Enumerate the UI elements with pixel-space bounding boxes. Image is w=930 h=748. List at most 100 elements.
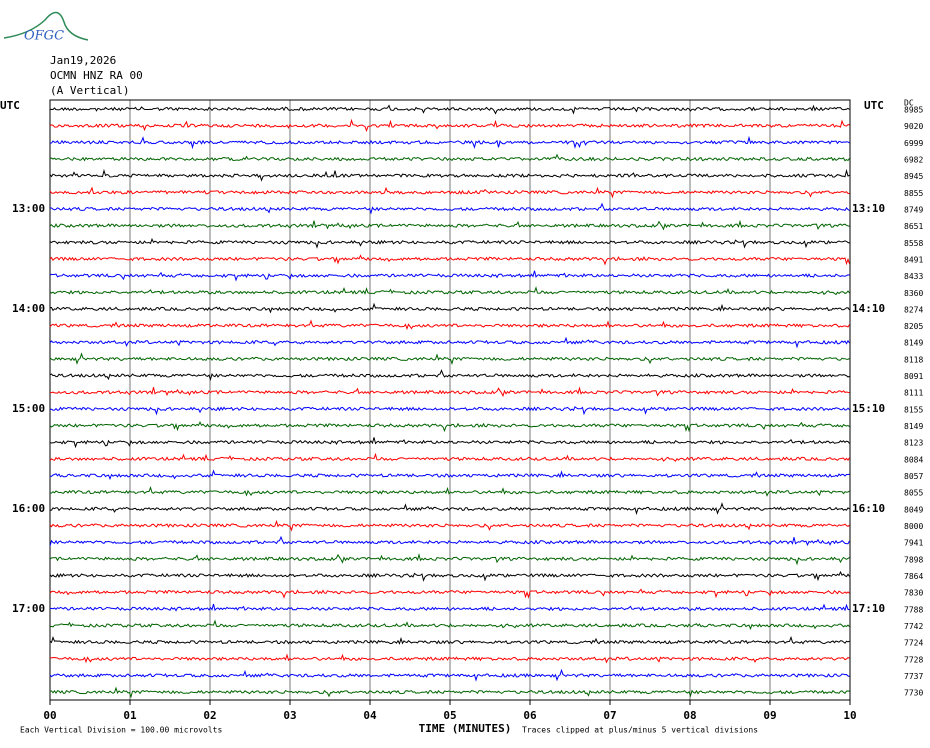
trace (49, 135, 850, 150)
dc-value: 6982 (904, 155, 923, 164)
x-tick-label: 07 (603, 709, 616, 722)
trace (49, 588, 850, 599)
dc-value: 7737 (904, 672, 923, 681)
trace (49, 168, 850, 182)
left-time-label: 13:00 (12, 202, 45, 215)
dc-value: 8749 (904, 205, 923, 214)
dc-value: 8057 (904, 472, 923, 481)
trace (49, 437, 850, 449)
trace (49, 552, 850, 566)
dc-value: 8091 (904, 372, 923, 381)
trace (49, 405, 850, 416)
component: (A Vertical) (50, 84, 129, 97)
left-time-label: 15:00 (12, 402, 45, 415)
trace (49, 336, 850, 349)
x-tick-label: 02 (203, 709, 216, 722)
trace (49, 619, 850, 631)
dc-value: 8205 (904, 322, 923, 331)
dc-header: DC (904, 99, 914, 108)
dc-value: 7898 (904, 555, 923, 564)
trace (49, 369, 850, 382)
left-time-label: 16:00 (12, 502, 45, 515)
x-tick-label: 05 (443, 709, 456, 722)
dc-value: 8155 (904, 405, 923, 414)
trace (49, 202, 850, 215)
dc-value: 8651 (904, 222, 923, 231)
plot-frame (49, 99, 851, 701)
dc-value: 7728 (904, 655, 923, 664)
dc-value: 8558 (904, 239, 923, 248)
trace (49, 302, 850, 314)
dc-value: 8985 (904, 106, 923, 115)
dc-value: 7730 (904, 689, 923, 698)
right-time-label: 16:10 (852, 502, 885, 515)
right-time-label: 13:10 (852, 202, 885, 215)
trace (49, 686, 850, 699)
date: Jan19,2026 (50, 54, 116, 67)
trace (49, 286, 850, 296)
trace (49, 653, 850, 664)
trace (49, 535, 850, 547)
dc-value: 8118 (904, 355, 923, 364)
right-unit: UTC (864, 99, 884, 112)
x-tick-label: 03 (283, 709, 296, 722)
dc-value: 8123 (904, 439, 923, 448)
trace (49, 502, 850, 516)
dc-value: 8111 (904, 389, 923, 398)
left-time-label: 14:00 (12, 302, 45, 315)
dc-value: 8055 (904, 489, 923, 498)
trace (49, 519, 850, 532)
dc-value: 8149 (904, 422, 923, 431)
dc-value: 8084 (904, 455, 923, 464)
trace (49, 469, 850, 481)
right-time-label: 15:10 (852, 402, 885, 415)
dc-value: 8000 (904, 522, 923, 531)
trace (49, 186, 850, 199)
trace (49, 668, 850, 682)
dc-value: 8360 (904, 289, 923, 298)
trace (49, 485, 850, 497)
trace (49, 237, 850, 249)
right-time-label: 14:10 (852, 302, 885, 315)
trace (49, 270, 850, 282)
trace (49, 352, 850, 366)
x-tick-label: 09 (763, 709, 776, 722)
trace (49, 319, 850, 331)
dc-value: 7864 (904, 572, 923, 581)
x-tick-label: 08 (683, 709, 696, 722)
trace (49, 104, 850, 115)
dc-value: 8945 (904, 172, 923, 181)
trace (49, 219, 850, 231)
right-time-label: 17:10 (852, 602, 885, 615)
dc-value: 8274 (904, 305, 923, 314)
dc-value: 7941 (904, 539, 923, 548)
station: OCMN HNZ RA 00 (50, 69, 143, 82)
dc-value: 6999 (904, 139, 923, 148)
trace (49, 452, 850, 462)
x-tick-label: 01 (123, 709, 137, 722)
dc-value: 7788 (904, 605, 923, 614)
trace (49, 603, 850, 612)
x-axis-label: TIME (MINUTES) (419, 722, 512, 735)
trace (50, 386, 850, 398)
trace (49, 118, 850, 133)
dc-value: 7724 (904, 639, 923, 648)
x-tick-label: 00 (43, 709, 56, 722)
logo: OFGC (24, 29, 64, 44)
dc-value: 8049 (904, 505, 923, 514)
footer-left: Each Vertical Division = 100.00 microvol… (20, 726, 222, 735)
dc-value: 8855 (904, 189, 923, 198)
dc-value: 7742 (904, 622, 923, 631)
x-tick-label: 06 (523, 709, 537, 722)
dc-value: 7830 (904, 589, 923, 598)
logo-mark (3, 11, 89, 41)
x-tick-label: 04 (363, 709, 377, 722)
dc-value: 8149 (904, 339, 923, 348)
left-unit: UTC (0, 99, 20, 112)
footer-right: Traces clipped at plus/minus 5 vertical … (522, 726, 758, 735)
left-time-label: 17:00 (12, 602, 45, 615)
dc-value: 8491 (904, 255, 923, 264)
trace (49, 635, 850, 645)
x-tick-label: 10 (843, 709, 856, 722)
